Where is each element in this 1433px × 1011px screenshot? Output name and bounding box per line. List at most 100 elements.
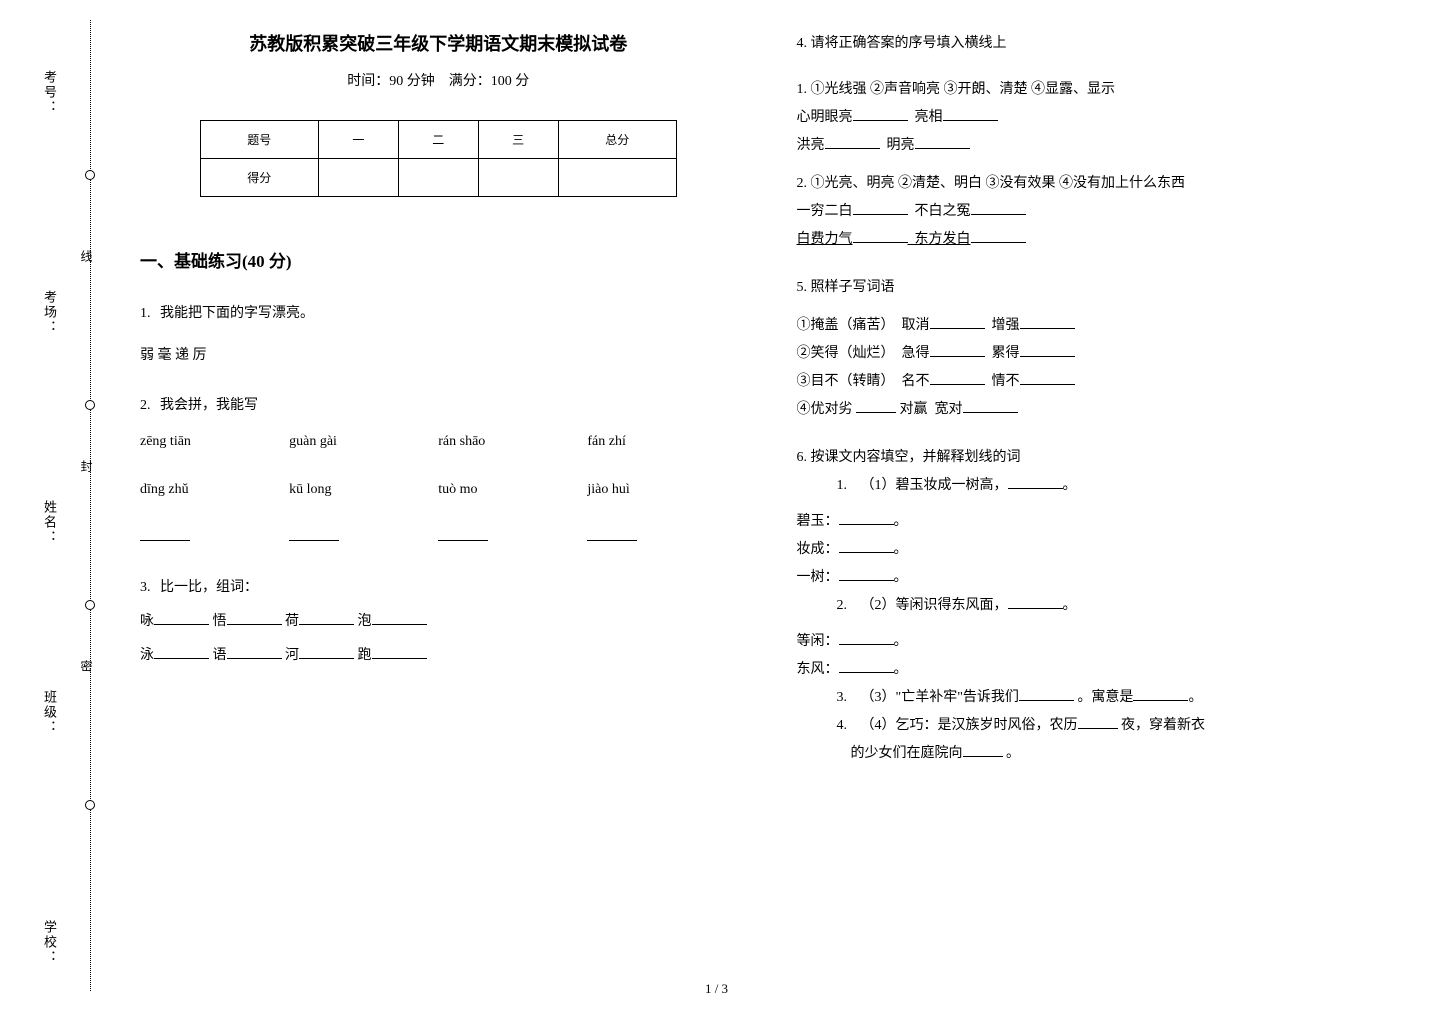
- answer-blank: [853, 107, 908, 121]
- question-6: 6. 按课文内容填空，并解释划线的词 1. （1）碧玉妆成一树高，。 碧玉：。 …: [797, 444, 1394, 768]
- q1-chars: 弱 毫 递 厉: [140, 342, 737, 370]
- left-column: 苏教版积累突破三年级下学期语文期末模拟试卷 时间：90 分钟 满分：100 分 …: [140, 30, 737, 991]
- question-1: 1. 我能把下面的字写漂亮。 弱 毫 递 厉: [140, 300, 737, 370]
- binding-dotted-line: [90, 20, 91, 991]
- q-num: 1.: [140, 306, 151, 321]
- q4-g1-prompt: 1. ①光线强 ②声音响亮 ③开朗、清楚 ④显露、显示: [797, 76, 1394, 104]
- word: 名不: [902, 374, 930, 389]
- answer-blank: [1020, 343, 1075, 357]
- answer-blank: [154, 645, 209, 659]
- def-line: 东风：。: [797, 656, 1394, 684]
- char: 泡: [358, 614, 372, 629]
- label-examid: 考号：: [40, 70, 59, 115]
- word: 累得: [992, 346, 1020, 361]
- answer-blank: [856, 399, 896, 413]
- word: 东方发白: [915, 232, 971, 247]
- sub4-b: 夜，穿着新衣: [1121, 718, 1205, 733]
- answer-blank: [839, 631, 894, 645]
- td-blank: [558, 159, 676, 197]
- answer-blank: [853, 229, 908, 243]
- sub-idx: 1.: [837, 478, 848, 493]
- def-label: 碧玉：: [797, 514, 839, 529]
- pinyin-cell: dīng zhǔ: [140, 476, 289, 504]
- question-3: 3. 比一比，组词： 咏 悟 荷 泡 泳 语 河 跑: [140, 574, 737, 670]
- q-text: 照样子写词语: [811, 280, 895, 295]
- def-label: 东风：: [797, 662, 839, 677]
- word: 洪亮: [797, 138, 825, 153]
- char: 语: [213, 648, 227, 663]
- q5-line: ①掩盖（痛苦） 取消 增强: [797, 312, 1394, 340]
- answer-blank: [227, 645, 282, 659]
- binding-circle: [85, 170, 95, 180]
- q6-sub1: 1. （1）碧玉妆成一树高，。: [837, 472, 1394, 500]
- pinyin-cell: guàn gài: [289, 428, 438, 456]
- answer-blank: [372, 611, 427, 625]
- sub-line: （1）碧玉妆成一树高，: [861, 478, 1008, 493]
- sub3-a: （3）"亡羊补牢"告诉我们: [861, 690, 1019, 705]
- answer-blank: [372, 645, 427, 659]
- q-num: 5.: [797, 280, 808, 295]
- q6-sub4: 4. （4）乞巧：是汉族岁时风俗，农历 夜，穿着新衣 的少女们在庭院向 。: [837, 712, 1394, 768]
- answer-blank: [930, 315, 985, 329]
- answer-blank: [1019, 687, 1074, 701]
- example: ④优对劣: [797, 402, 857, 417]
- word: 明亮: [887, 138, 915, 153]
- sub-idx: 2.: [837, 598, 848, 613]
- q4-g2-prompt: 2. ①光亮、明亮 ②清楚、明白 ③没有效果 ④没有加上什么东西: [797, 170, 1394, 198]
- answer-blank: [839, 539, 894, 553]
- exam-title: 苏教版积累突破三年级下学期语文期末模拟试卷: [140, 30, 737, 56]
- question-2: 2. 我会拼，我能写 zēng tiān guàn gài rán shāo f…: [140, 392, 737, 552]
- answer-blank: [587, 524, 736, 552]
- pinyin-cell: tuò mo: [438, 476, 587, 504]
- char: 跑: [358, 648, 372, 663]
- example: ③目不（转睛）: [797, 374, 895, 389]
- word: 不白之冤: [915, 204, 971, 219]
- answer-blank: [930, 371, 985, 385]
- answer-blank: [438, 524, 587, 552]
- score-table: 题号 一 二 三 总分 得分: [200, 120, 677, 197]
- word: 宽对: [935, 402, 963, 417]
- q-num: 4.: [797, 36, 808, 51]
- binding-circle: [85, 400, 95, 410]
- table-row: 得分: [200, 159, 676, 197]
- def-label: 一树：: [797, 570, 839, 585]
- binding-seal-char-1: 线: [78, 250, 95, 268]
- answer-blank: [825, 135, 880, 149]
- section-1-title: 一、基础练习(40 分): [140, 247, 737, 272]
- answer-blank: [1008, 475, 1063, 489]
- answer-blank: [839, 567, 894, 581]
- answer-blank: [1020, 315, 1075, 329]
- word: 增强: [992, 318, 1020, 333]
- sub-idx: 4.: [837, 718, 848, 733]
- def-line: 妆成：。: [797, 536, 1394, 564]
- sub3-b: 。寓意是: [1077, 690, 1133, 705]
- answer-blank: [853, 201, 908, 215]
- th: 三: [478, 121, 558, 159]
- char: 荷: [285, 614, 299, 629]
- word: 亮相: [915, 110, 943, 125]
- binding-circle: [85, 600, 95, 610]
- answer-blank: [943, 107, 998, 121]
- answer-blank: [1008, 595, 1063, 609]
- def-label: 妆成：: [797, 542, 839, 557]
- tail: 。: [1188, 690, 1202, 705]
- td-blank: [398, 159, 478, 197]
- binding-seal-char-3: 密: [78, 660, 95, 678]
- def-line: 碧玉：。: [797, 508, 1394, 536]
- word: 取消: [902, 318, 930, 333]
- q-text: 按课文内容填空，并解释划线的词: [811, 450, 1021, 465]
- q-text: 比一比，组词：: [160, 580, 258, 595]
- answer-blank: [140, 524, 289, 552]
- pinyin-cell: rán shāo: [438, 428, 587, 456]
- answer-blank: [971, 229, 1026, 243]
- th: 总分: [558, 121, 676, 159]
- th: 题号: [200, 121, 318, 159]
- binding-margin: 考号： 线 考场： 封 姓名： 密 班级： 学校：: [0, 0, 120, 1011]
- word: 心明眼亮: [797, 110, 853, 125]
- answer-blank: [1133, 687, 1188, 701]
- label-class: 班级：: [40, 690, 59, 735]
- right-column: 4. 请将正确答案的序号填入横线上 1. ①光线强 ②声音响亮 ③开朗、清楚 ④…: [797, 30, 1394, 991]
- answer-blank: [963, 399, 1018, 413]
- char: 悟: [213, 614, 227, 629]
- def-line: 一树：。: [797, 564, 1394, 592]
